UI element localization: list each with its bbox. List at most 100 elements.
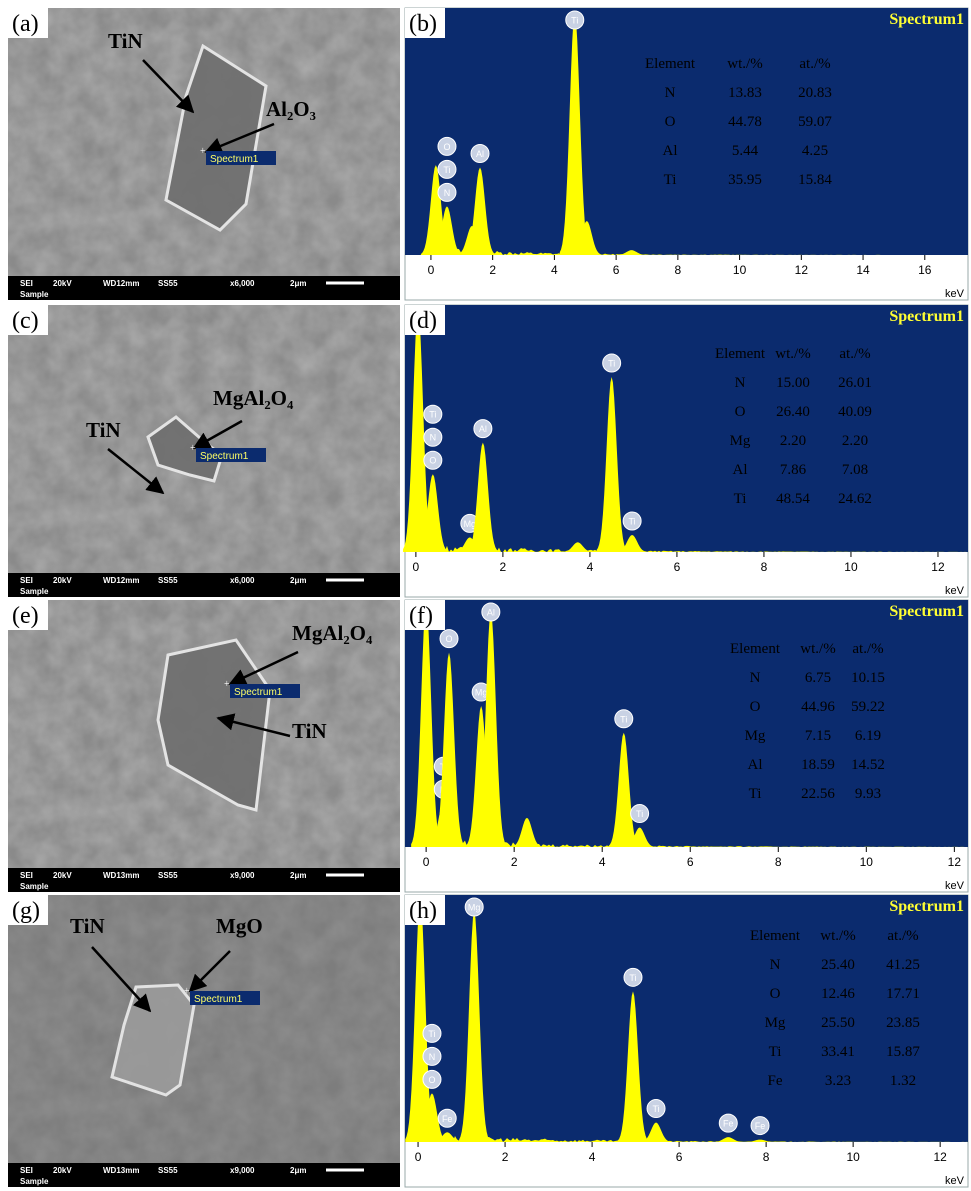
table-header: Element: [715, 346, 766, 362]
peak-label: Ti: [443, 165, 450, 175]
table-cell: 18.59: [801, 757, 835, 773]
table-header: wt./%: [800, 641, 835, 657]
peak: [475, 611, 506, 847]
sem-image: SEI 20kV WD13mm SS55 x9,000 2μm Sample (e) MgAl₂…: [8, 600, 400, 892]
table-cell: 35.95: [728, 172, 762, 188]
peak-label-bg: [423, 427, 443, 447]
info-sub: Sample: [20, 1177, 49, 1186]
x-tick-label: 6: [674, 560, 681, 574]
spectrum-title: Spectrum1: [889, 898, 964, 915]
table-cell: Mg: [730, 433, 751, 449]
table-cell: N: [750, 670, 761, 686]
peak-label: Mg: [475, 688, 488, 698]
table-cell: 6.75: [805, 670, 831, 686]
info-text: 20kV: [53, 576, 72, 585]
panel-label: (d): [409, 308, 437, 334]
table-header: Element: [750, 928, 801, 944]
arrow: [216, 713, 291, 738]
table-cell: 13.83: [728, 85, 762, 101]
sem-image: SEI 20kV WD12mm SS55 x6,000 2μm Sample (c) TiN Mg…: [8, 305, 400, 597]
info-text: 2μm: [290, 576, 306, 585]
info-text: SEI: [20, 1166, 33, 1175]
table-cell: Ti: [734, 491, 747, 507]
table-header: at./%: [839, 346, 870, 362]
annotation: TiN: [70, 914, 105, 938]
info-text: 20kV: [53, 279, 72, 288]
peak: [432, 1132, 463, 1142]
info-text: SS55: [158, 871, 178, 880]
sem-texture: [8, 305, 400, 573]
x-unit: keV: [945, 1175, 965, 1187]
plot-area: [405, 8, 968, 255]
table-cell: 59.07: [798, 114, 832, 130]
peak-label: Al: [476, 149, 484, 159]
spot-cross: +: [200, 146, 206, 157]
x-tick-label: 10: [733, 263, 747, 277]
peak-label: Mg: [468, 903, 481, 913]
table-cell: 7.86: [780, 462, 807, 478]
peak: [616, 250, 647, 255]
peak-label: O: [446, 634, 453, 644]
peak-label: O: [429, 456, 436, 466]
table-cell: 4.25: [802, 143, 828, 159]
peak-label: Fe: [442, 1114, 453, 1124]
spot-label: Spectrum1: [194, 994, 243, 1005]
table-header: at./%: [887, 928, 918, 944]
panel-label-box: [8, 895, 48, 925]
x-unit: keV: [945, 288, 965, 300]
table-cell: 6.19: [855, 728, 881, 744]
plot-area: [405, 305, 968, 552]
peak-label-bg: [750, 1116, 770, 1136]
peak: [608, 732, 639, 847]
peak-label-bg: [623, 967, 643, 987]
arrow: [91, 946, 152, 1013]
annotation: MgO: [216, 914, 263, 938]
info-text: SEI: [20, 871, 33, 880]
peak-label: Ti: [652, 1104, 659, 1114]
table-cell: Al: [663, 143, 678, 159]
info-text: WD13mm: [103, 871, 139, 880]
x-tick-label: 10: [860, 855, 874, 869]
peak-label-bg: [423, 450, 443, 470]
peak-label: O: [443, 142, 450, 152]
peak-label-bg: [614, 709, 634, 729]
table-cell: 23.85: [886, 1015, 920, 1031]
x-unit: keV: [945, 880, 965, 892]
x-tick-label: 6: [687, 855, 694, 869]
peak: [403, 309, 434, 552]
table-cell: Mg: [745, 728, 766, 744]
peak-label: N: [430, 433, 437, 443]
x-tick-label: 12: [931, 560, 945, 574]
peak-label: O: [428, 1075, 435, 1085]
info-text: SEI: [20, 576, 33, 585]
table-header: at./%: [852, 641, 883, 657]
info-text: 2μm: [290, 871, 306, 880]
continuum: [405, 1133, 968, 1142]
table-cell: 5.44: [732, 143, 759, 159]
table-header: Element: [645, 56, 696, 72]
x-tick-label: 6: [676, 1150, 683, 1164]
peak-label-bg: [565, 10, 585, 30]
table-header: at./%: [799, 56, 830, 72]
peak-label: Al: [487, 608, 495, 618]
sem-texture: [8, 895, 400, 1163]
info-text: 2μm: [290, 1166, 306, 1175]
arrow: [107, 448, 165, 495]
spot-box: [196, 448, 266, 462]
table-cell: Al: [748, 757, 763, 773]
table-cell: 20.83: [798, 85, 832, 101]
table-cell: O: [665, 114, 676, 130]
info-text: WD13mm: [103, 1166, 139, 1175]
x-tick-label: 12: [948, 855, 962, 869]
arrow: [188, 950, 231, 993]
panel-label-box: [405, 8, 445, 38]
x-tick-label: 8: [763, 1150, 770, 1164]
peak-label: Ti: [608, 359, 615, 369]
spot-box: [190, 991, 260, 1005]
peak-label: Ti: [636, 809, 643, 819]
plot-area: [405, 895, 968, 1142]
peak-label-bg: [437, 159, 457, 179]
annotation: MgAl₂O₄: [213, 386, 294, 410]
panel-label: (h): [409, 898, 437, 924]
x-tick-label: 8: [761, 560, 768, 574]
